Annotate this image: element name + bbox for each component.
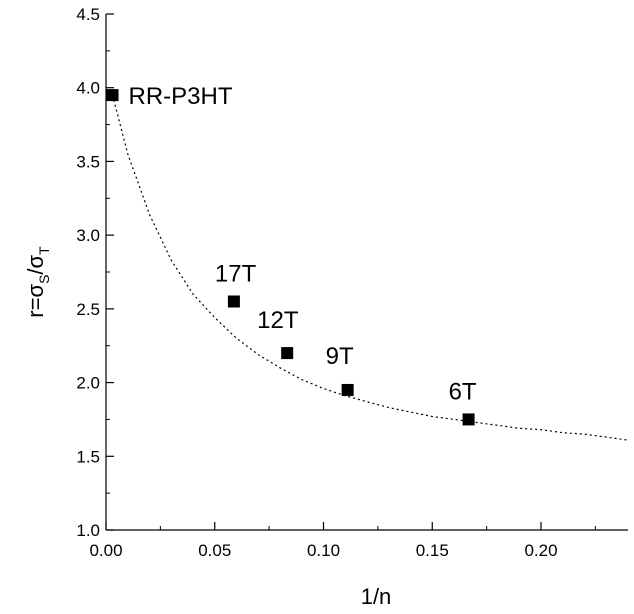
- data-point-marker: [227, 295, 240, 308]
- y-tick-label: 2.5: [76, 300, 100, 319]
- y-axis-label-sub1: S: [36, 275, 52, 284]
- data-point-marker: [462, 413, 475, 426]
- axes: 1.0 1.5 2.0 2.5 3.0 3.5 4.0 4.5 0.00 0.05 0.10 0.15…: [76, 5, 628, 560]
- data-point-marker: [281, 347, 294, 360]
- x-tick-label: 0.05: [198, 541, 231, 560]
- y-axis-label-prefix: r=σ: [23, 284, 48, 318]
- fit-curve-layer: [111, 94, 629, 441]
- fit-curve: [111, 94, 629, 441]
- y-axis-label-slash: /σ: [23, 254, 48, 274]
- data-point-label: 9T: [326, 343, 354, 370]
- x-tick-label: 0.15: [416, 541, 449, 560]
- data-point-label: 12T: [257, 307, 299, 334]
- y-tick-label: 1.5: [76, 447, 100, 466]
- data-point-marker: [106, 89, 119, 102]
- y-axis-label-sub2: T: [36, 246, 52, 255]
- data-point-marker: [341, 383, 354, 396]
- x-axis-label: 1/n: [361, 584, 392, 609]
- data-points: [106, 89, 475, 426]
- x-tick-label: 0.20: [524, 541, 557, 560]
- y-tick-label: 4.5: [76, 5, 100, 24]
- x-tick-label: 0.00: [89, 541, 122, 560]
- y-tick-label: 2.0: [76, 374, 100, 393]
- x-tick-label: 0.10: [307, 541, 340, 560]
- y-tick-label: 3.0: [76, 226, 100, 245]
- data-point-label: RR-P3HT: [129, 83, 233, 110]
- y-tick-label: 1.0: [76, 521, 100, 540]
- y-axis-label: r=σS/σT: [23, 246, 52, 318]
- data-point-label: 6T: [449, 378, 477, 405]
- y-tick-label: 4.0: [76, 79, 100, 98]
- data-point-label: 17T: [215, 260, 257, 287]
- y-tick-label: 3.5: [76, 152, 100, 171]
